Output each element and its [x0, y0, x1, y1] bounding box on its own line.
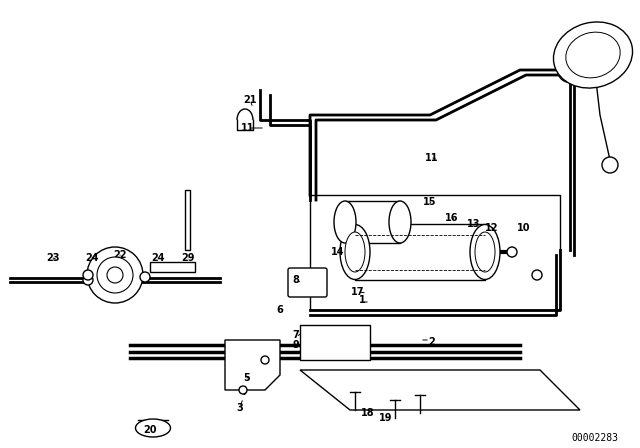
Text: 3: 3 [237, 403, 243, 413]
Text: 8: 8 [292, 275, 300, 285]
Polygon shape [225, 340, 280, 390]
Text: 22: 22 [113, 250, 127, 260]
Text: 16: 16 [445, 213, 459, 223]
Circle shape [261, 356, 269, 364]
Text: 23: 23 [46, 253, 60, 263]
Text: 21: 21 [243, 95, 257, 105]
Circle shape [602, 157, 618, 173]
Circle shape [83, 275, 93, 285]
Text: 2: 2 [429, 337, 435, 347]
Circle shape [140, 272, 150, 282]
Polygon shape [300, 370, 580, 410]
Ellipse shape [136, 419, 170, 437]
Text: 14: 14 [332, 247, 345, 257]
Text: 5: 5 [244, 373, 250, 383]
Ellipse shape [470, 224, 500, 280]
Text: 6: 6 [276, 305, 284, 315]
Circle shape [239, 386, 247, 394]
Ellipse shape [566, 32, 620, 78]
Circle shape [107, 267, 123, 283]
Circle shape [507, 247, 517, 257]
Text: 29: 29 [181, 253, 195, 263]
Bar [150, 262, 195, 272]
Text: 10: 10 [517, 223, 531, 233]
Text: 18: 18 [361, 408, 375, 418]
Text: 20: 20 [143, 425, 157, 435]
Text: 7: 7 [292, 330, 300, 340]
Text: 4: 4 [239, 387, 246, 397]
Circle shape [97, 257, 133, 293]
Bar [355, 224, 485, 280]
Ellipse shape [475, 232, 495, 272]
Ellipse shape [554, 22, 632, 88]
Text: 9: 9 [292, 340, 300, 350]
Text: 12: 12 [485, 223, 499, 233]
Ellipse shape [334, 201, 356, 243]
Circle shape [532, 270, 542, 280]
Circle shape [87, 247, 143, 303]
Text: 19: 19 [380, 413, 393, 423]
Text: 11: 11 [241, 123, 255, 133]
Polygon shape [300, 325, 370, 360]
Ellipse shape [345, 232, 365, 272]
Ellipse shape [340, 224, 370, 280]
Text: 24: 24 [151, 253, 164, 263]
Text: 11: 11 [425, 153, 439, 163]
Ellipse shape [389, 201, 411, 243]
Text: 00002283: 00002283 [572, 433, 618, 443]
Text: 24: 24 [85, 253, 99, 263]
Text: 17: 17 [351, 287, 365, 297]
Text: 15: 15 [423, 197, 436, 207]
Bar [345, 201, 400, 243]
Text: 13: 13 [467, 219, 481, 229]
Circle shape [83, 270, 93, 280]
Bar [185, 190, 190, 250]
FancyBboxPatch shape [288, 268, 327, 297]
Text: 1: 1 [358, 295, 365, 305]
